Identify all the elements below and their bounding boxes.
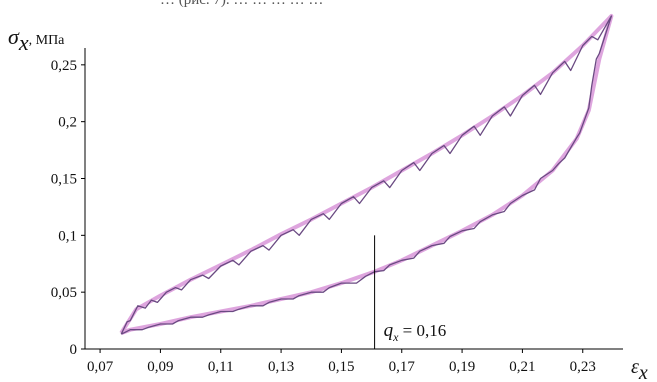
x-axis-label: εx bbox=[631, 356, 648, 382]
y-tick-label: 0,1 bbox=[58, 228, 77, 244]
y-tick-label: 0,05 bbox=[51, 285, 77, 301]
annotation-symbol: q bbox=[384, 320, 394, 341]
x-tick-label: 0,19 bbox=[449, 359, 475, 375]
x-tick-label: 0,17 bbox=[389, 359, 416, 375]
x-tick-label: 0,13 bbox=[268, 359, 294, 375]
annotation-label: qx = 0,16 bbox=[384, 320, 447, 344]
x-tick-group: 0,07 0,09 0,11 0,13 0,15 0,17 0,19 0,21 0,23 bbox=[87, 349, 596, 375]
x-tick-label: 0,09 bbox=[147, 359, 173, 375]
y-axis-unit: , МПа bbox=[29, 33, 66, 48]
y-axis-label: σx, МПа bbox=[8, 24, 65, 55]
series-line-smooth bbox=[119, 14, 614, 335]
y-axis-symbol: σ bbox=[8, 24, 20, 49]
series-line-stepped bbox=[120, 15, 613, 335]
y-tick-label: 0,2 bbox=[58, 115, 77, 131]
y-tick-label: 0,15 bbox=[51, 172, 77, 188]
y-axis-subscript: x bbox=[18, 30, 29, 55]
annotation-value: = 0,16 bbox=[398, 321, 446, 340]
x-tick-label: 0,23 bbox=[570, 359, 596, 375]
x-tick-label: 0,15 bbox=[328, 359, 354, 375]
y-tick-label: 0,25 bbox=[51, 58, 77, 74]
y-tick-label: 0 bbox=[70, 342, 78, 358]
x-tick-label: 0,21 bbox=[509, 359, 535, 375]
y-tick-group: 0 0,05 0,1 0,15 0,2 0,25 bbox=[51, 58, 85, 358]
annotation-subscript: x bbox=[392, 330, 399, 344]
x-axis-symbol: ε bbox=[631, 356, 639, 378]
x-tick-label: 0,07 bbox=[87, 359, 114, 375]
x-axis-subscript: x bbox=[638, 362, 648, 382]
series-layer bbox=[119, 14, 614, 335]
x-tick-label: 0,11 bbox=[208, 359, 234, 375]
cropped-header-text: … (рис. 7). … … … … … bbox=[160, 0, 323, 8]
